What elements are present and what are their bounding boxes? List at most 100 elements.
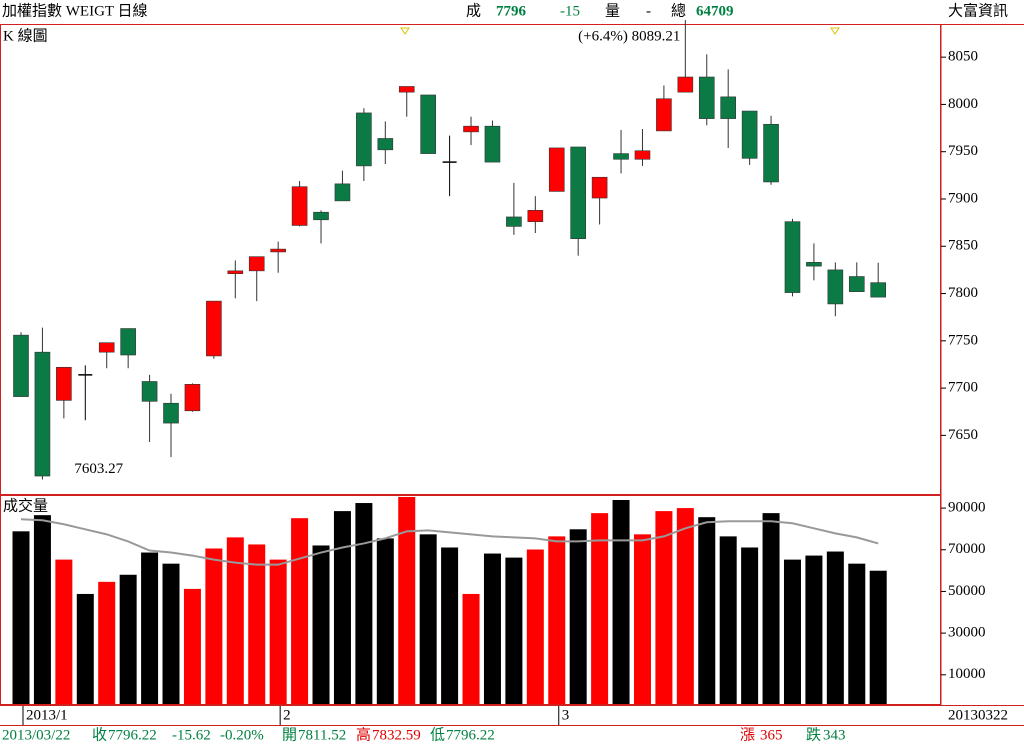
candle-body: [698, 76, 715, 119]
header-change: -15: [560, 3, 580, 19]
header-total: 64709: [696, 3, 734, 19]
candle-body: [163, 402, 179, 424]
status-label: 低: [430, 726, 445, 743]
status-close: 7796.22: [108, 727, 157, 743]
candle-body: [248, 256, 265, 272]
panel-title: K 線圖: [3, 27, 48, 44]
volume-bar: [633, 534, 651, 704]
candle-body: [506, 216, 522, 227]
candle-body: [420, 94, 436, 154]
volume-bar: [505, 557, 523, 704]
volume-bar: [441, 547, 459, 704]
candle-body: [741, 110, 758, 159]
candle-body: [398, 86, 415, 93]
candle-body: [270, 248, 286, 253]
header-price: 7796: [496, 3, 527, 19]
candle-body: [677, 76, 694, 93]
candle-body: [313, 211, 329, 221]
candle-body: [184, 384, 201, 412]
volume-bar: [526, 549, 544, 704]
volume-bar: [162, 563, 180, 704]
candle-body: [591, 176, 608, 199]
status-high: 7832.59: [372, 727, 421, 743]
volume-bar: [312, 545, 330, 704]
status-label: 開: [282, 727, 297, 743]
y-tick-label: 7750: [948, 332, 978, 348]
header-label: 成: [466, 2, 481, 19]
candle-body: [720, 96, 736, 119]
volume-bar: [805, 555, 823, 704]
y-tick-label: 8000: [948, 96, 978, 112]
candle-body: [527, 210, 544, 222]
volume-bar: [76, 593, 94, 704]
y-tick-label: 70000: [948, 541, 986, 557]
moving-average: [20, 518, 879, 566]
volume-bar: [33, 515, 51, 704]
volume-bar: [419, 534, 437, 704]
volume-bar: [719, 536, 737, 704]
volume-bar: [205, 548, 223, 704]
status-low: 7796.22: [446, 727, 495, 743]
status-label: 收: [92, 726, 107, 743]
status-change-pct: -0.20%: [220, 727, 264, 743]
candle-body: [848, 276, 865, 292]
volume-bar: [183, 588, 201, 704]
candle-body: [548, 147, 565, 192]
volume-bar: [226, 537, 244, 704]
volume-bar: [698, 517, 716, 704]
candle-body: [291, 186, 308, 226]
candle-body: [484, 125, 501, 163]
volume-bar: [355, 503, 373, 704]
status-label: 漲: [740, 726, 755, 743]
candle-body: [763, 123, 779, 183]
volume-bar: [848, 563, 866, 704]
volume-bar: [869, 570, 887, 704]
header-title: 加權指數 WEIGT 日線: [2, 2, 148, 19]
volume-bar: [141, 552, 159, 704]
candle-body: [34, 351, 51, 477]
candle-body: [377, 138, 394, 151]
x-tick-label: 3: [562, 707, 570, 723]
candle-body: [98, 342, 115, 353]
status-down: 343: [823, 727, 846, 743]
candle-body: [56, 366, 72, 401]
candle-body: [806, 262, 822, 267]
annotation: (+6.4%) 8089.21: [578, 28, 680, 44]
candle-body: [784, 221, 801, 293]
volume-bar: [119, 574, 137, 704]
annotation: 7603.27: [74, 461, 123, 477]
volume-bar: [333, 511, 351, 704]
volume-bar: [783, 559, 801, 704]
candle-body: [141, 381, 158, 402]
candle-body: [120, 328, 136, 356]
status-label: 跌: [806, 726, 821, 743]
candle-body: [870, 282, 887, 298]
candle-body: [227, 270, 244, 274]
status-up: 365: [760, 727, 783, 743]
y-tick-label: 7650: [948, 427, 978, 443]
candle-body: [827, 269, 844, 305]
y-tick-label: 7800: [948, 285, 978, 301]
volume-bar: [55, 559, 73, 704]
y-tick-label: 30000: [948, 625, 986, 641]
volume-bar: [826, 551, 844, 704]
x-tick-label: 2013/1: [26, 707, 68, 723]
x-tick-label: 2: [283, 707, 291, 723]
candle-body: [656, 98, 672, 132]
volume-bar: [248, 544, 266, 704]
candle-body: [463, 125, 479, 133]
volume-bar: [98, 581, 116, 704]
x-end-label: 20130322: [948, 707, 1008, 723]
volume-bar: [762, 513, 780, 704]
volume-bar: [269, 559, 287, 704]
candle-body: [634, 150, 651, 160]
volume-bar: [569, 529, 587, 704]
marker: [400, 27, 410, 35]
y-tick-label: 7850: [948, 238, 978, 254]
volume-bar: [398, 496, 416, 704]
y-tick-label: 7700: [948, 380, 978, 396]
volume-bar: [591, 513, 609, 704]
status-change: -15.62: [172, 727, 211, 743]
marker: [830, 27, 840, 35]
volume-bar: [741, 547, 759, 704]
